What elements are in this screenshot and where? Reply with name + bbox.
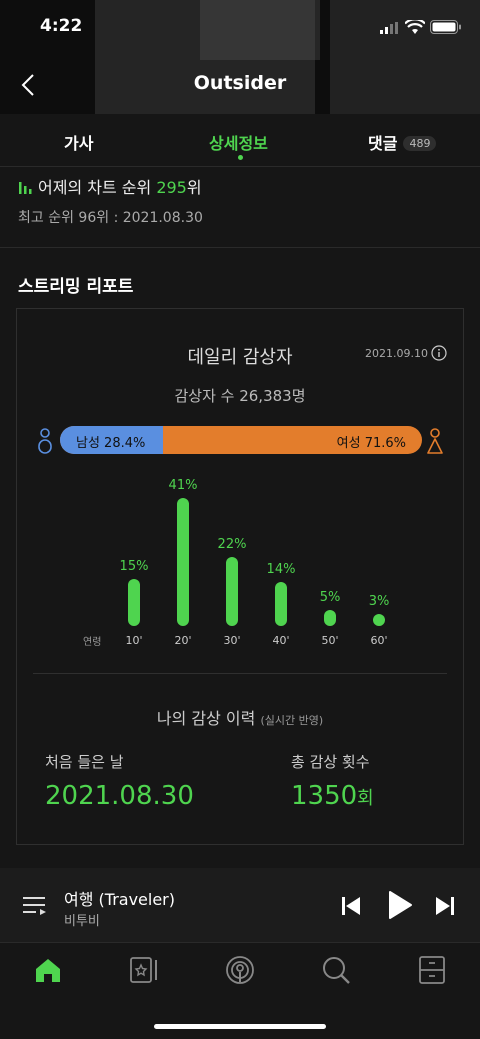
peak-rank: 최고 순위 96위 : 2021.08.30 (18, 210, 203, 226)
page-title: Outsider (193, 72, 287, 94)
male-ratio-label: 남성 28.4% (76, 436, 146, 451)
comment-count-badge: 489 (403, 136, 437, 151)
age-group-label: 30' (223, 634, 241, 647)
first-listened-date: 2021.08.30 (45, 781, 194, 811)
age-group-label: 50' (321, 634, 339, 647)
chart-rank-value: 295 (156, 178, 187, 197)
active-tab-indicator (238, 155, 243, 160)
streaming-report-title: 스트리밍 리포트 (18, 277, 134, 297)
total-plays-number: 1350 (291, 781, 358, 811)
info-icon[interactable] (431, 345, 447, 361)
report-date: 2021.09.10 (365, 347, 428, 360)
home-indicator (154, 1024, 326, 1029)
card-divider (33, 673, 447, 674)
total-plays-label: 총 감상 횟수 (291, 753, 370, 771)
header-background-art (95, 0, 315, 114)
age-group-label: 40' (272, 634, 290, 647)
divider (0, 247, 480, 248)
age-bar-2 (226, 557, 238, 626)
female-ratio-label: 여성 71.6% (336, 436, 406, 451)
home-icon[interactable] (33, 955, 63, 985)
chart-bars-icon (19, 182, 32, 194)
library-icon[interactable] (129, 955, 159, 985)
bottom-navigation (0, 943, 480, 1039)
header-background-art-dark (330, 0, 480, 114)
age-bar-0 (128, 579, 140, 626)
history-subtitle: (실시간 반영) (260, 714, 324, 727)
chart-rank-prefix: 어제의 차트 순위 (38, 178, 152, 197)
age-group-label: 20' (174, 634, 192, 647)
age-bar-3 (275, 582, 287, 626)
male-icon (38, 428, 52, 454)
wifi-icon (405, 20, 425, 34)
age-percent-label: 3% (368, 594, 390, 609)
previous-track-icon[interactable] (340, 895, 362, 917)
next-track-icon[interactable] (434, 895, 456, 917)
age-axis-label: 연령 (83, 637, 102, 648)
podcast-icon[interactable] (225, 955, 255, 985)
history-title: 나의 감상 이력 (156, 709, 256, 728)
battery-icon (430, 20, 461, 34)
age-percent-label: 22% (217, 537, 247, 553)
male-ratio-fill (60, 426, 163, 454)
tab-details[interactable]: 상세정보 (209, 134, 268, 153)
age-group-label: 10' (125, 634, 143, 647)
tab-bar: 가사 상세정보 댓글 489 (0, 114, 480, 167)
first-listened-label: 처음 들은 날 (45, 753, 124, 771)
age-bar-4 (324, 610, 336, 626)
mini-player[interactable]: 여행 (Traveler) 비투비 (0, 868, 480, 943)
tab-comments-label: 댓글 (368, 134, 398, 153)
play-icon[interactable] (386, 890, 414, 920)
age-percent-label: 41% (168, 478, 198, 493)
gender-ratio-bar: 남성 28.4% 여성 71.6% (60, 426, 422, 454)
total-plays-unit: 회 (357, 788, 374, 809)
tab-comments[interactable]: 댓글 489 (368, 130, 437, 154)
total-plays-value: 1350회 (291, 781, 374, 811)
age-bar-5 (373, 614, 385, 626)
song-artist[interactable]: 비투비 (64, 914, 100, 929)
listener-count: 감상자 수 26,383명 (174, 387, 306, 405)
search-icon[interactable] (321, 955, 351, 985)
status-time: 4:22 (40, 16, 83, 36)
age-percent-label: 5% (319, 590, 341, 606)
age-percent-label: 14% (266, 562, 296, 578)
female-icon (427, 428, 443, 454)
age-group-label: 60' (370, 634, 388, 647)
age-bar-1 (177, 498, 189, 626)
listening-history-title: 나의 감상 이력 (실시간 반영) (17, 705, 463, 729)
daily-listeners-title: 데일리 감상자 (187, 347, 293, 368)
cellular-signal-icon (380, 22, 398, 34)
song-title[interactable]: 여행 (Traveler) (64, 890, 175, 909)
header: 4:22 Outsider (0, 0, 480, 114)
tab-lyrics[interactable]: 가사 (64, 134, 94, 153)
chart-rank: 어제의 차트 순위 295위 (18, 174, 202, 198)
storage-icon[interactable] (417, 955, 447, 985)
playlist-icon[interactable] (22, 893, 48, 919)
back-icon[interactable] (18, 73, 42, 97)
streaming-report-card: 데일리 감상자 2021.09.10 감상자 수 26,383명 남성 28.4… (16, 308, 464, 845)
header-background-art-highlight (200, 0, 320, 60)
age-percent-label: 15% (119, 559, 149, 575)
chart-rank-suffix: 위 (186, 178, 202, 197)
